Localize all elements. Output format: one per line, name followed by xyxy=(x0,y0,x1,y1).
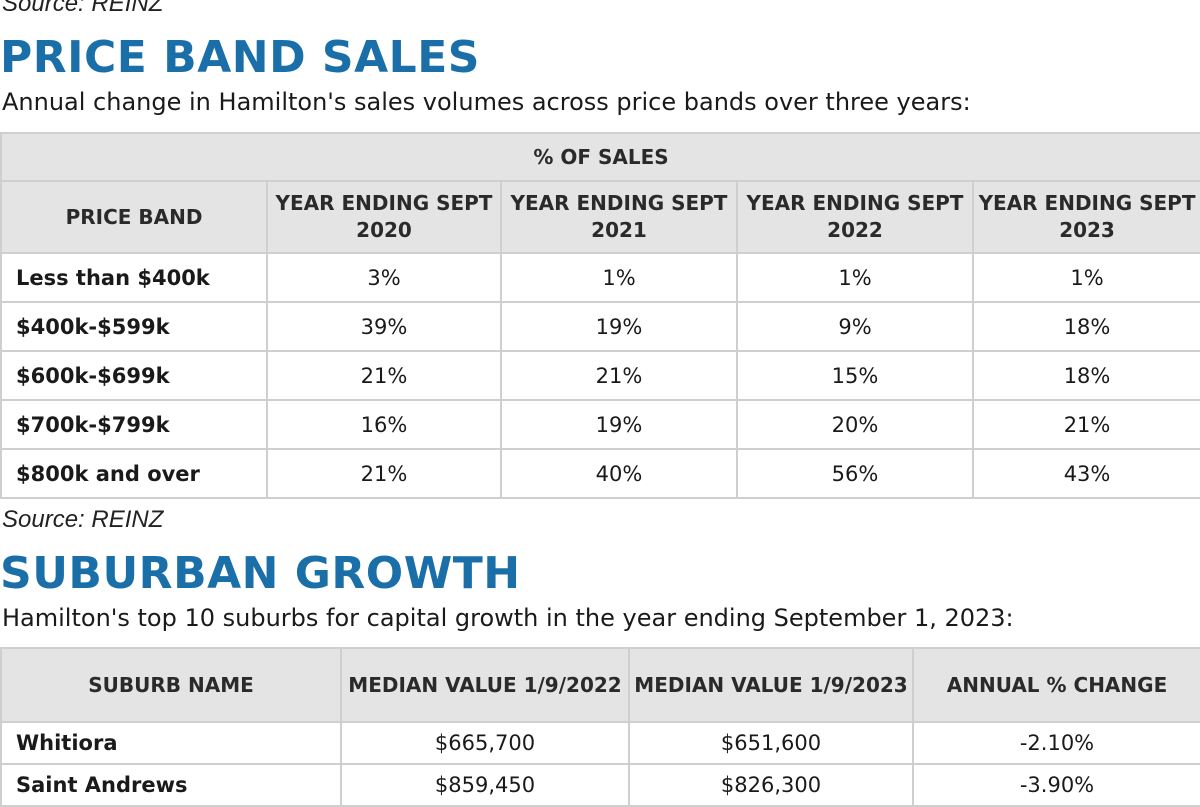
table-row: $400k-$599k 39% 19% 9% 18% xyxy=(0,301,1200,352)
source-note-bottom: Source: REINZ xyxy=(2,506,164,533)
value-cell: 21% xyxy=(500,350,738,401)
col-header-sept-2023: YEAR ENDING SEPT 2023 xyxy=(971,180,1200,254)
table-row: $800k and over 21% 40% 56% 43% xyxy=(0,448,1200,499)
suburban-growth-title: SUBURBAN GROWTH xyxy=(0,548,521,599)
value-cell: 21% xyxy=(266,350,502,401)
percent-of-sales-header: % OF SALES xyxy=(0,132,1200,182)
table-row: $700k-$799k 16% 19% 20% 21% xyxy=(0,399,1200,450)
table-row: Less than $400k 3% 1% 1% 1% xyxy=(0,252,1200,303)
table-row: Whitiora $665,700 $651,600 -2.10% xyxy=(0,721,1200,765)
value-cell: 19% xyxy=(500,301,738,352)
value-cell: 9% xyxy=(736,301,974,352)
suburb-name-cell: Whitiora xyxy=(0,721,342,765)
value-cell: $651,600 xyxy=(628,721,914,765)
col-header-median-2022: MEDIAN VALUE 1/9/2022 xyxy=(340,647,630,723)
value-cell: 18% xyxy=(971,350,1200,401)
suburban-growth-table: SUBURB NAME MEDIAN VALUE 1/9/2022 MEDIAN… xyxy=(0,647,1200,807)
value-cell: 16% xyxy=(266,399,502,450)
price-band-cell: $400k-$599k xyxy=(0,301,268,352)
price-band-cell: Less than $400k xyxy=(0,252,268,303)
col-header-suburb-name: SUBURB NAME xyxy=(0,647,342,723)
col-header-sept-2021: YEAR ENDING SEPT 2021 xyxy=(500,180,738,254)
price-band-sales-subtitle: Annual change in Hamilton's sales volume… xyxy=(2,88,971,116)
value-cell: 56% xyxy=(736,448,974,499)
value-cell: 18% xyxy=(971,301,1200,352)
col-header-sept-2020: YEAR ENDING SEPT 2020 xyxy=(266,180,502,254)
suburban-growth-subtitle: Hamilton's top 10 suburbs for capital gr… xyxy=(2,604,1014,632)
value-cell: 40% xyxy=(500,448,738,499)
table-row: $600k-$699k 21% 21% 15% 18% xyxy=(0,350,1200,401)
value-cell: 43% xyxy=(971,448,1200,499)
value-cell: 19% xyxy=(500,399,738,450)
price-band-cell: $700k-$799k xyxy=(0,399,268,450)
value-cell: 21% xyxy=(971,399,1200,450)
value-cell: 20% xyxy=(736,399,974,450)
value-cell: 1% xyxy=(500,252,738,303)
col-header-median-2023: MEDIAN VALUE 1/9/2023 xyxy=(628,647,914,723)
value-cell: 1% xyxy=(971,252,1200,303)
price-band-sales-title: PRICE BAND SALES xyxy=(0,32,480,83)
col-header-annual-change: ANNUAL % CHANGE xyxy=(912,647,1200,723)
value-cell: 39% xyxy=(266,301,502,352)
price-band-cell: $600k-$699k xyxy=(0,350,268,401)
value-cell: -2.10% xyxy=(912,721,1200,765)
price-band-table: % OF SALES PRICE BAND YEAR ENDING SEPT 2… xyxy=(0,132,1200,499)
source-note-top: Source: REINZ xyxy=(2,0,164,17)
value-cell: 15% xyxy=(736,350,974,401)
col-header-sept-2022: YEAR ENDING SEPT 2022 xyxy=(736,180,974,254)
price-band-cell: $800k and over xyxy=(0,448,268,499)
value-cell: 3% xyxy=(266,252,502,303)
col-header-price-band: PRICE BAND xyxy=(0,180,268,254)
value-cell: 21% xyxy=(266,448,502,499)
value-cell: 1% xyxy=(736,252,974,303)
value-cell: $665,700 xyxy=(340,721,630,765)
